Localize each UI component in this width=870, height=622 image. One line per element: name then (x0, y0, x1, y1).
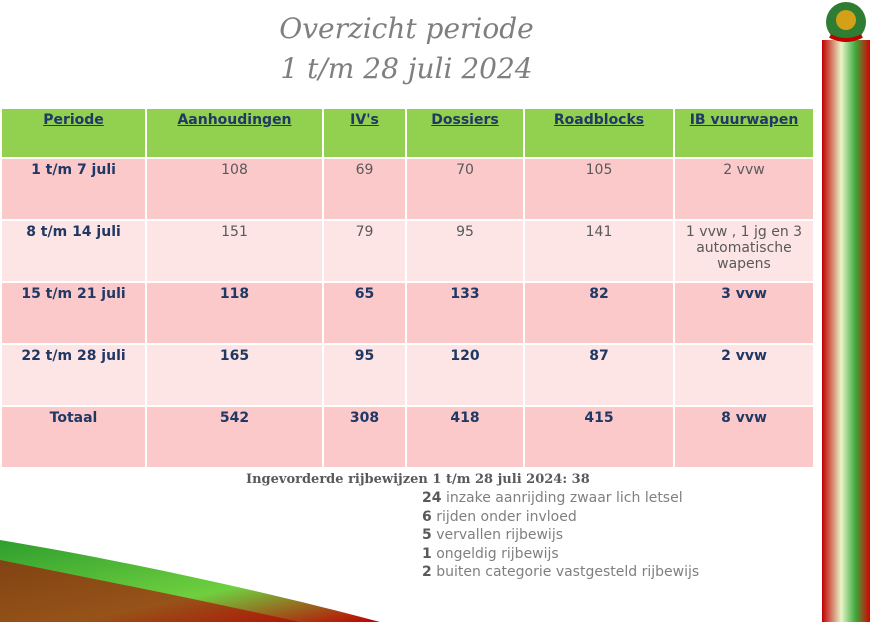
table-cell: 418 (405, 405, 525, 469)
summary-item: 24 inzake aanrijding zwaar lich letsel (422, 490, 683, 506)
table-row: 1 t/m 7 juli 108 69 70 105 2 vvw (0, 157, 815, 221)
table-row: 22 t/m 28 juli 165 95 120 87 2 vvw (0, 343, 815, 407)
column-header: IB vuurwapen (673, 107, 815, 159)
table-cell: 141 (523, 219, 675, 283)
item-count: 5 (422, 527, 432, 543)
table-cell: 95 (405, 219, 525, 283)
table-cell: 87 (523, 343, 675, 407)
table-cell: 82 (523, 281, 675, 345)
table-cell: 15 t/m 21 juli (0, 281, 147, 345)
header-row: Periode Aanhoudingen IV's Dossiers Roadblock… (0, 107, 815, 159)
item-count: 2 (422, 564, 432, 580)
item-text: buiten categorie vastgesteld rijbewijs (436, 564, 700, 580)
table-cell: 165 (145, 343, 324, 407)
table-cell: 133 (405, 281, 525, 345)
table-cell: 69 (322, 157, 407, 221)
item-count: 1 (422, 545, 432, 562)
item-text: inzake aanrijding zwaar lich letsel (445, 490, 683, 506)
table-cell: 79 (322, 219, 407, 283)
column-header: IV's (322, 107, 407, 159)
table-cell: 151 (145, 219, 324, 283)
table-cell: 1 vvw , 1 jg en 3 automatische wapens (673, 219, 815, 283)
table-cell: 8 vvw (673, 405, 815, 469)
table-cell: 108 (145, 157, 324, 221)
title: 1 t/m 28 juli 2024 (280, 52, 533, 85)
table-cell: 415 (523, 405, 675, 469)
column-header: Dossiers (405, 107, 525, 159)
table-cell: 95 (322, 343, 407, 407)
table-cell: 1 t/m 7 juli (0, 157, 147, 221)
table-row: 8 t/m 14 juli 151 79 95 141 1 vvw , 1 jg en 3… (0, 219, 815, 283)
summary-item: 1 ongeldig rijbewijs (422, 546, 559, 562)
item-count: 24 (422, 490, 442, 506)
table-cell: 308 (322, 405, 407, 469)
table-cell: 65 (322, 281, 407, 345)
table-cell: Totaal (0, 405, 147, 469)
table-row: Totaal 542 308 418 415 8 vvw (0, 405, 815, 469)
table-cell: 8 t/m 14 juli (0, 219, 147, 283)
table-cell: 542 (145, 405, 324, 469)
summary-item: 5 vervallen rijbewijs (422, 527, 563, 543)
item-count: 6 (422, 508, 432, 525)
column-header: Aanhoudingen (145, 107, 324, 159)
table-cell: 105 (523, 157, 675, 221)
table-cell: 3 vvw (673, 281, 815, 345)
summary-item: 6 rijden onder invloed (422, 509, 577, 525)
table-cell: 22 t/m 28 juli (0, 343, 147, 407)
title: Overzicht periode (279, 12, 534, 45)
item-text: vervallen rijbewijs (436, 527, 563, 543)
column-header: Periode (0, 107, 147, 159)
table: Periode Aanhoudingen IV's Dossiers Roadblock… (0, 107, 815, 469)
item-text: ongeldig rijbewijs (436, 545, 559, 562)
table-cell: 2 vvw (673, 343, 815, 407)
table-cell: 2 vvw (673, 157, 815, 221)
summary-heading: Ingevorderde rijbewijzen 1 t/m 28 juli 2… (246, 472, 590, 487)
table-row: 15 t/m 21 juli 118 65 133 82 3 vvw (0, 281, 815, 345)
table-cell: 70 (405, 157, 525, 221)
table-cell: 120 (405, 343, 525, 407)
table-cell: 118 (145, 281, 324, 345)
summary-item: 2 buiten categorie vastgesteld rijbewijs (422, 564, 699, 580)
column-header: Roadblocks (523, 107, 675, 159)
item-text: rijden onder invloed (436, 508, 577, 525)
